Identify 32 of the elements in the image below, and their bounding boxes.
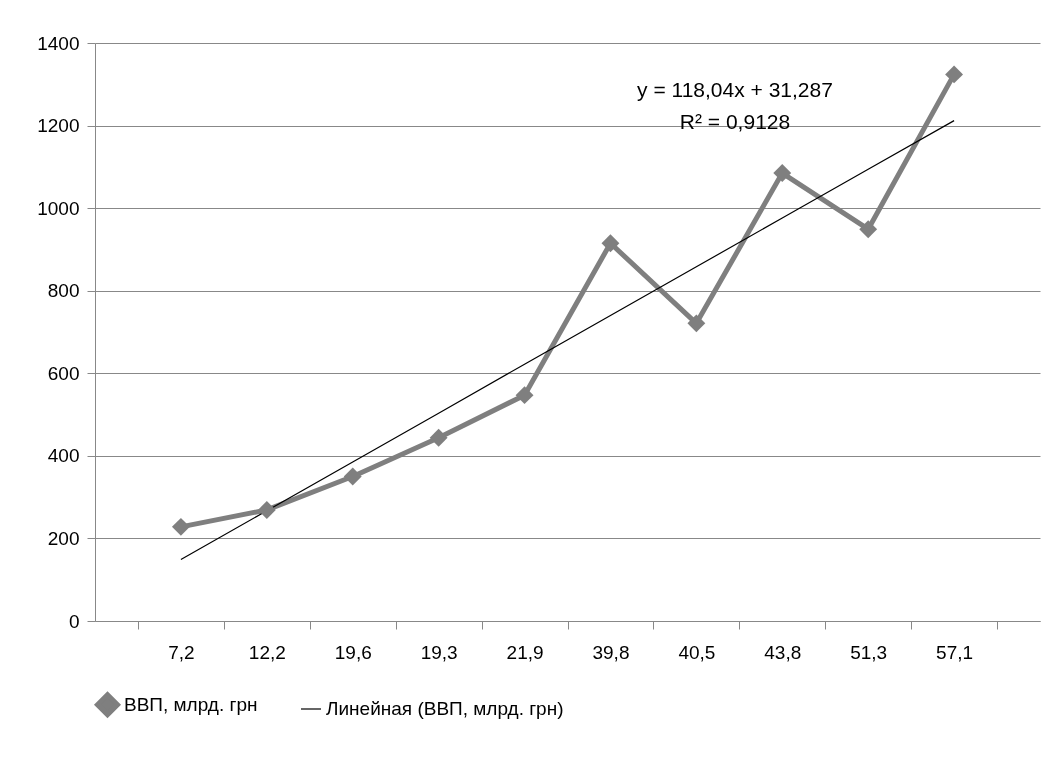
point (515, 386, 534, 405)
y-tick-label: 800 (47, 280, 80, 302)
x-tick-label: 19,6 (334, 641, 372, 663)
y-tick-label: 1000 (37, 197, 80, 219)
annotation: R² = 0,9128 (679, 110, 791, 133)
x-tick-label: 40,5 (678, 641, 716, 663)
legend-label: ВВП, млрд. грн (124, 693, 258, 715)
y-tick-label: 1200 (37, 115, 80, 137)
point (945, 65, 964, 84)
y-tick-label: 200 (47, 527, 80, 549)
annotation: y = 118,04x + 31,287 (637, 78, 833, 101)
x-tick-label: 7,2 (168, 641, 195, 663)
y-tick-label: 600 (47, 362, 80, 384)
point (859, 220, 878, 239)
point (429, 428, 448, 447)
x-tick-label: 43,8 (764, 641, 802, 663)
point (687, 314, 706, 333)
point (257, 501, 276, 519)
x-tick-label: 51,3 (850, 641, 888, 663)
x-tick-label: 21,9 (506, 641, 544, 663)
x-tick-label: 19,3 (420, 641, 458, 663)
point (601, 234, 620, 253)
y-tick-label: 1400 (37, 32, 80, 54)
legend-label: Линейная (ВВП, млрд. грн) (326, 698, 564, 719)
x-tick-label: 57,1 (936, 641, 974, 663)
x-tick-label: 39,8 (592, 641, 630, 663)
y-tick-label: 400 (47, 445, 80, 467)
point (171, 517, 190, 536)
x-tick-label: 12,2 (248, 641, 286, 663)
point (343, 467, 362, 486)
point (773, 164, 792, 182)
y-tick-label: 0 (68, 610, 80, 632)
